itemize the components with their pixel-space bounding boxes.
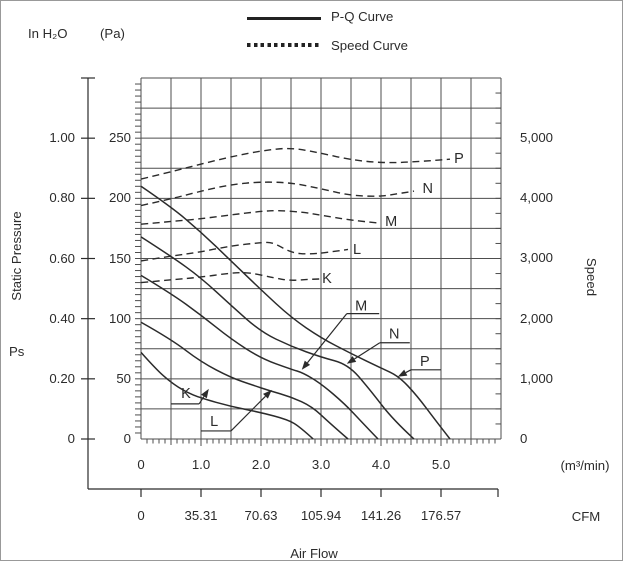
- tick-cfm-0: 0: [137, 508, 145, 523]
- tick-cfm-105.94: 105.94: [300, 508, 342, 523]
- tick-pa-250: 250: [108, 130, 131, 146]
- legend-speed-label: Speed Curve: [331, 38, 408, 53]
- tick-cfm-141.26: 141.26: [360, 508, 402, 523]
- pq-callout-N-leader: [354, 342, 381, 360]
- speed-curve-P: [140, 147, 451, 180]
- legend-solid-line-icon: [247, 17, 321, 20]
- pq-callout-P-leader: [405, 369, 412, 374]
- tick-speed-5,000: 5,000: [520, 130, 554, 146]
- tick-flow-5.0: 5.0: [431, 457, 451, 472]
- tick-pa-200: 200: [108, 190, 131, 206]
- pq-callout-K-leader: [198, 396, 205, 405]
- tick-pa-0: 0: [123, 431, 131, 446]
- inh2o-unit-label: In H₂O: [28, 26, 68, 41]
- tick-inh2o-0.40: 0.40: [49, 310, 75, 326]
- legend-dotted-line-icon: [247, 43, 319, 47]
- m3min-unit-label: (m³/min): [560, 458, 610, 473]
- speed-curve-M: [140, 209, 379, 225]
- tick-inh2o-1.00: 1.00: [49, 130, 75, 146]
- tick-cfm-70.63: 70.63: [244, 508, 278, 523]
- tick-flow-3.0: 3.0: [311, 457, 331, 472]
- pq-curve-K: [140, 351, 314, 440]
- tick-speed-1,000: 1,000: [520, 370, 554, 386]
- tick-speed-0: 0: [520, 431, 528, 446]
- pq-curve-label-N: N: [389, 327, 399, 343]
- pq-curve-M: [140, 274, 379, 440]
- pq-curve-L: [140, 321, 349, 440]
- tick-flow-1.0: 1.0: [191, 457, 211, 472]
- pq-curve-P: [140, 185, 451, 440]
- pq-curve-N: [140, 236, 415, 440]
- tick-inh2o-0: 0: [67, 431, 75, 446]
- airflow-axis-title: Air Flow: [290, 546, 338, 561]
- pq-curve-label-K: K: [181, 386, 191, 402]
- speed-curve-N: [140, 181, 415, 207]
- tick-flow-4.0: 4.0: [371, 457, 391, 472]
- pq-callout-L-leader: [230, 395, 266, 432]
- tick-speed-4,000: 4,000: [520, 190, 554, 206]
- tick-cfm-35.31: 35.31: [184, 508, 218, 523]
- pq-callout-K-arrowhead: [201, 388, 209, 399]
- static-pressure-axis-title: Static Pressure: [9, 211, 24, 301]
- speed-curve-K: [140, 271, 322, 284]
- pq-curve-label-M: M: [355, 299, 367, 315]
- pq-callout-M-leader: [306, 313, 348, 364]
- tick-pa-50: 50: [116, 370, 131, 386]
- ps-symbol-label: Ps: [9, 344, 25, 359]
- tick-inh2o-0.80: 0.80: [49, 190, 75, 206]
- pq-callout-M-arrowhead: [301, 360, 311, 370]
- tick-pa-150: 150: [108, 250, 131, 266]
- pq-callout-N-arrowhead: [346, 356, 357, 364]
- pq-curve-label-P: P: [420, 354, 430, 370]
- tick-flow-0: 0: [137, 457, 145, 472]
- legend-pq-label: P-Q Curve: [331, 9, 394, 24]
- cfm-unit-label: CFM: [571, 509, 601, 524]
- pq-curve-label-L: L: [210, 414, 218, 430]
- pq-callout-L-arrowhead: [263, 389, 272, 399]
- speed-curve-label-M: M: [385, 214, 397, 230]
- tick-cfm-176.57: 176.57: [420, 508, 462, 523]
- tick-speed-2,000: 2,000: [520, 310, 554, 326]
- tick-inh2o-0.60: 0.60: [49, 250, 75, 266]
- pq-callout-P-arrowhead: [397, 369, 408, 377]
- speed-curve-label-N: N: [423, 181, 433, 197]
- speed-curve-label-P: P: [454, 151, 464, 167]
- speed-axis-title: Speed: [584, 257, 599, 297]
- speed-curve-L: [140, 241, 349, 262]
- tick-inh2o-0.20: 0.20: [49, 370, 75, 386]
- speed-curve-label-L: L: [353, 242, 361, 258]
- pa-unit-label: (Pa): [100, 26, 125, 41]
- tick-pa-100: 100: [108, 310, 131, 326]
- speed-curve-label-K: K: [322, 271, 332, 287]
- tick-flow-2.0: 2.0: [251, 457, 271, 472]
- tick-speed-3,000: 3,000: [520, 250, 554, 266]
